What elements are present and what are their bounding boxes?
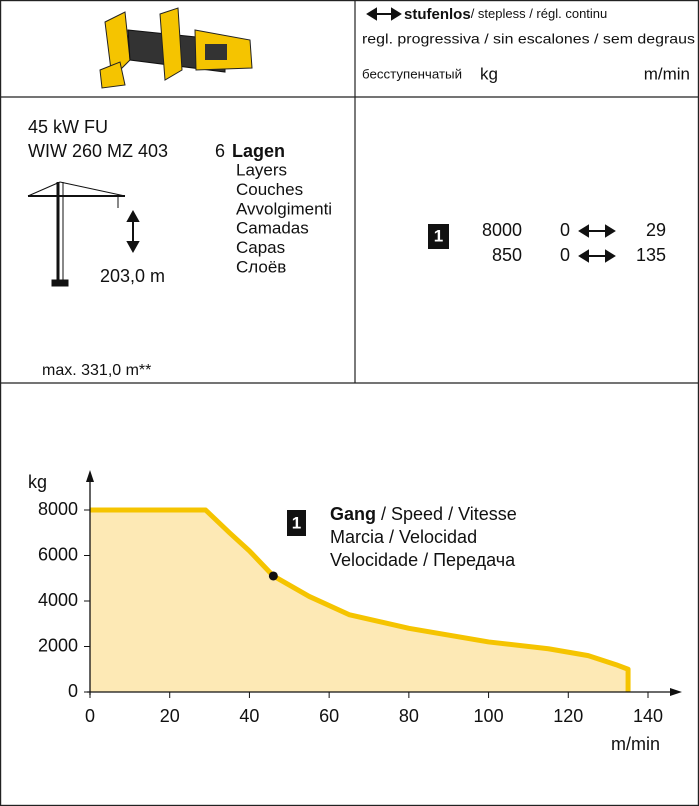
layer-count: 6 — [215, 141, 225, 161]
y-axis-label: kg — [28, 472, 47, 492]
area-fill — [90, 510, 629, 692]
x-tick-label: 20 — [160, 706, 180, 726]
winch-image — [99, 7, 253, 89]
x-tick-label: 80 — [399, 706, 419, 726]
height-arrow — [126, 209, 140, 254]
layer-translation: Couches — [236, 180, 303, 199]
y-tick-label: 4000 — [38, 590, 78, 610]
arrow-head — [578, 224, 589, 238]
gear-badge — [428, 224, 449, 249]
mode-label: stufenlos — [404, 6, 471, 23]
y-tick-label: 6000 — [38, 544, 78, 564]
legend-title: Gang — [330, 504, 376, 524]
winch-model: WIW 260 MZ 403 — [28, 141, 168, 161]
range-arrow — [578, 224, 616, 238]
x-tick-label: 60 — [319, 706, 339, 726]
layers-list: LayersCouchesAvvolgimentiCamadasCapasСло… — [236, 160, 332, 276]
legend-text: Marcia / Velocidad — [330, 527, 477, 547]
x-tick-label: 0 — [85, 706, 95, 726]
area-line — [90, 507, 631, 692]
x-axis-label: m/min — [611, 734, 660, 754]
legend-text: Velocidade / Передача — [330, 550, 516, 570]
layer-translation: Слоёв — [236, 257, 286, 276]
unit-speed: m/min — [644, 64, 690, 83]
height: 203,0 m — [100, 266, 165, 286]
y-tick-label: 2000 — [38, 635, 78, 655]
gear-number: 1 — [434, 226, 443, 245]
power: 45 kW FU — [28, 117, 108, 137]
layer-translation: Camadas — [236, 219, 309, 238]
layer-translation: Capas — [236, 238, 285, 257]
legend-badge — [287, 510, 306, 536]
x-tick-label: 40 — [239, 706, 259, 726]
speed-min: 0 — [560, 245, 570, 265]
speed-table: 8000 0 29 850 0 135 — [482, 220, 666, 265]
speed-max: 135 — [636, 245, 666, 265]
crane-icon — [27, 181, 126, 287]
mode-translations: бесступенчатый — [362, 66, 462, 81]
load: 8000 — [482, 220, 522, 240]
layer-translation: Avvolgimenti — [236, 199, 332, 218]
chart: 0 2000 4000 6000 8000 0 20 40 60 80 100 120 140 kg m/m… — [28, 470, 682, 754]
legend-text: / Speed / Vitesse — [381, 504, 517, 524]
x-tick-label: 100 — [474, 706, 504, 726]
range-arrow — [578, 249, 616, 263]
max-height: max. 331,0 m** — [42, 362, 151, 379]
mode-translations: regl. progressiva / sin escalones / sem … — [362, 31, 695, 47]
bidirectional-arrow — [366, 7, 402, 21]
mode-translations: / stepless / régl. continu — [471, 6, 608, 21]
unit-load: kg — [480, 64, 498, 83]
mode-text: stufenlos/ stepless / régl. continu — [404, 6, 607, 23]
x-axis-arrow — [670, 688, 682, 696]
legend-badge-number: 1 — [292, 513, 301, 532]
layers-label: Lagen — [232, 141, 285, 161]
arrow-head — [578, 249, 589, 263]
legend-line: Gang / Speed / Vitesse — [330, 504, 517, 524]
y-tick-label: 0 — [68, 681, 78, 701]
speed-min: 0 — [560, 220, 570, 240]
speed-max: 29 — [646, 220, 666, 240]
marker-point — [268, 571, 278, 581]
x-tick-label: 120 — [553, 706, 583, 726]
arrow-head — [605, 224, 616, 238]
layer-translation: Layers — [236, 160, 287, 179]
x-tick-label: 140 — [633, 706, 663, 726]
arrow-head — [605, 249, 616, 263]
y-tick-label: 8000 — [38, 499, 78, 519]
load: 850 — [492, 245, 522, 265]
y-axis-arrow — [86, 470, 94, 482]
